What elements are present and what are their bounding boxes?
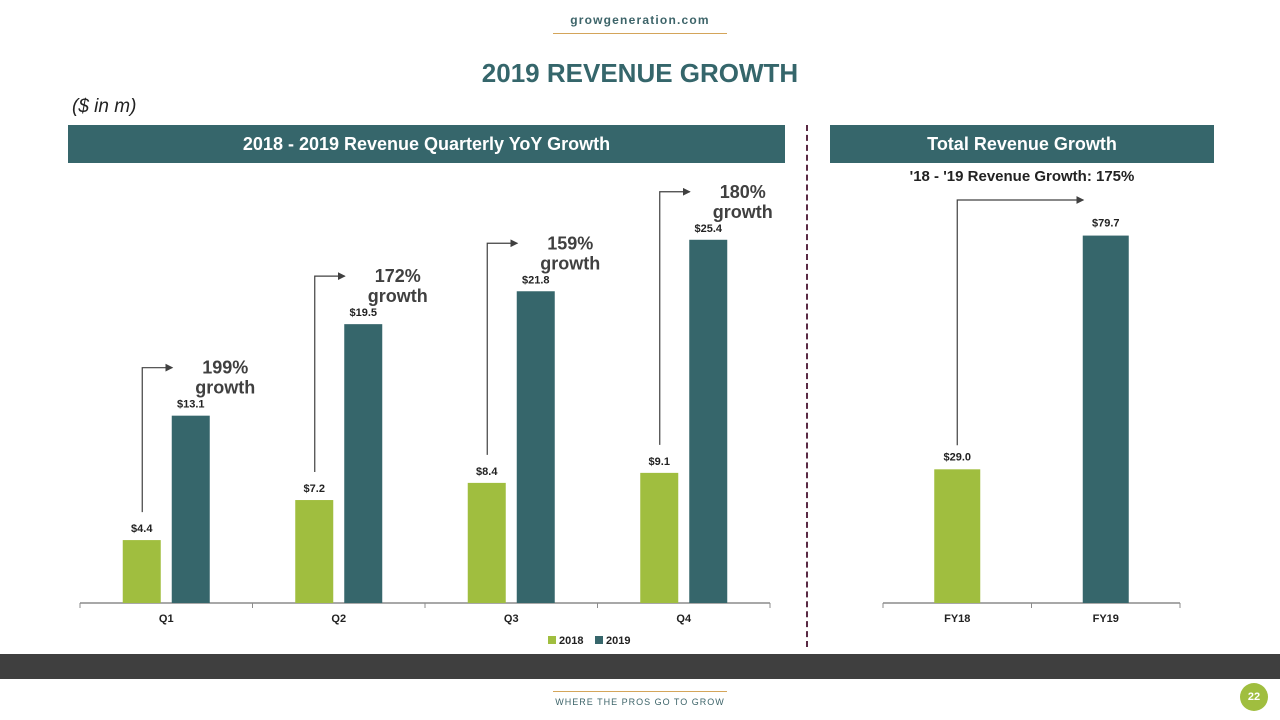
total-growth-subtitle: '18 - '19 Revenue Growth: 175% — [909, 168, 1135, 185]
bar-2019 — [689, 239, 728, 603]
legend-swatch-2019 — [595, 636, 603, 644]
total-bar-chart: $29.0 FY18 $79.7 FY19 — [882, 196, 1181, 625]
growth-arrow — [486, 239, 519, 455]
footer-rule — [553, 691, 727, 692]
section-divider — [806, 125, 808, 647]
growth-arrow — [141, 363, 174, 513]
growth-arrow — [314, 272, 346, 473]
bar-2018 — [295, 500, 334, 603]
x-tick-label: Q3 — [504, 613, 519, 625]
x-tick-label: Q1 — [159, 613, 174, 625]
page-title: 2019 REVENUE GROWTH — [481, 58, 799, 88]
data-label: $29.0 — [943, 451, 971, 463]
bar-2018 — [467, 482, 506, 603]
bar-2018 — [122, 540, 161, 603]
x-tick-label: FY18 — [944, 613, 970, 625]
bar-fy18 — [934, 469, 981, 603]
growth-percent: 172% — [375, 266, 421, 286]
data-label-2018: $8.4 — [476, 466, 498, 478]
data-label-2018: $4.4 — [131, 523, 153, 535]
data-label-2019: $13.1 — [177, 399, 205, 411]
total-chart-title: Total Revenue Growth — [830, 125, 1214, 163]
growth-word: growth — [195, 378, 255, 398]
bar-2019 — [171, 415, 210, 603]
footer-bar — [0, 654, 1280, 679]
data-label-2019: $19.5 — [349, 307, 377, 319]
growth-percent: 159% — [547, 233, 593, 253]
page-number-badge: 22 — [1240, 683, 1268, 711]
growth-percent: 199% — [202, 358, 248, 378]
growth-word: growth — [368, 286, 428, 306]
data-label-2018: $9.1 — [649, 456, 670, 468]
growth-arrow — [659, 187, 691, 445]
quarterly-bar-chart: Q1$4.4$13.1199%growthQ2$7.2$19.5172%grow… — [79, 182, 773, 647]
legend-swatch-2018 — [548, 636, 556, 644]
units-label: ($ in m) — [72, 96, 137, 117]
growth-word: growth — [540, 253, 600, 273]
growth-word: growth — [713, 202, 773, 222]
growth-percent: 180% — [720, 182, 766, 202]
bar-fy19 — [1082, 235, 1129, 603]
data-label-2019: $25.4 — [694, 223, 722, 235]
x-tick-label: Q2 — [331, 613, 346, 625]
bar-2019 — [516, 291, 555, 603]
bar-2019 — [344, 324, 383, 603]
legend-label-2018: 2018 — [559, 635, 583, 647]
x-tick-label: Q4 — [676, 613, 692, 625]
footer-tagline: WHERE THE PROS GO TO GROW — [555, 697, 725, 707]
legend-label-2019: 2019 — [606, 635, 630, 647]
data-label-2018: $7.2 — [304, 483, 325, 495]
header-rule — [553, 33, 727, 34]
x-tick-label: FY19 — [1093, 613, 1119, 625]
quarterly-chart-title: 2018 - 2019 Revenue Quarterly YoY Growth — [68, 125, 785, 163]
data-label-2019: $21.8 — [522, 274, 550, 286]
data-label: $79.7 — [1092, 218, 1120, 230]
bar-2018 — [640, 472, 679, 603]
site-url: growgeneration.com — [570, 13, 710, 27]
growth-arrow — [956, 196, 1085, 446]
